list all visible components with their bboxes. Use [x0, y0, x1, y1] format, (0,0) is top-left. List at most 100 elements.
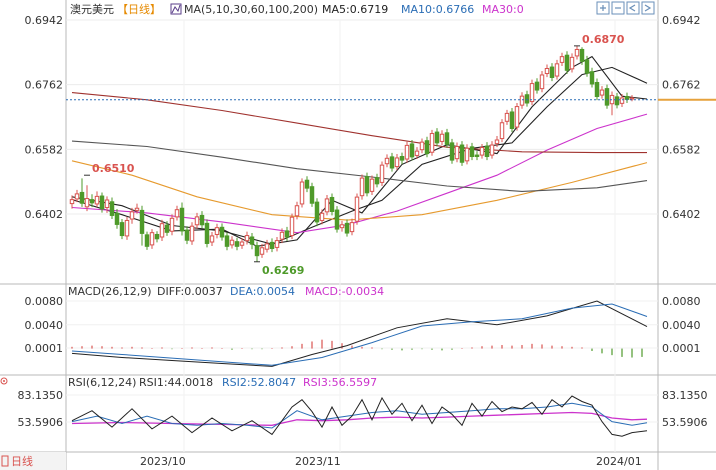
- candle-body: [344, 222, 350, 234]
- candle-body: [434, 131, 440, 144]
- annotation-high: 0.6510: [92, 162, 135, 175]
- candle-body: [589, 71, 595, 85]
- macd-y-tick-right: 0.0080: [662, 295, 701, 308]
- candle-body: [579, 48, 585, 62]
- candle-body: [374, 177, 380, 185]
- candle-body: [424, 140, 430, 155]
- candle-body: [209, 235, 215, 243]
- candle-body: [184, 229, 190, 241]
- candle-body: [269, 241, 275, 249]
- y-tick-left: 0.6582: [25, 143, 64, 156]
- rsi1-line: [71, 395, 648, 437]
- candle-body: [289, 216, 295, 237]
- candle-body: [594, 82, 600, 98]
- macd-y-tick-right: 0.0001: [662, 342, 701, 355]
- candle-body: [519, 95, 525, 106]
- rsi1-value: RSI1:44.0018: [139, 376, 213, 389]
- current-price-line: [66, 98, 716, 101]
- candle-body: [264, 243, 270, 250]
- grid-lines: [66, 19, 658, 452]
- candle-body: [414, 150, 420, 156]
- candle-body: [249, 236, 255, 245]
- annotation-low: 0.6269: [262, 264, 304, 277]
- y-tick-left: 0.6402: [25, 208, 64, 221]
- candle-body: [484, 145, 490, 158]
- candle-body: [179, 207, 185, 232]
- candle-body: [244, 235, 250, 242]
- macd-diff-line: [71, 300, 648, 367]
- rsi-panel: [71, 395, 648, 437]
- candle-body: [69, 199, 75, 205]
- candle-body: [564, 54, 570, 71]
- period-tab[interactable]: 日线: [1, 454, 33, 468]
- y-tick-right: 0.6762: [662, 79, 701, 92]
- y-tick-right: 0.6942: [662, 14, 701, 27]
- candle-body: [364, 176, 370, 194]
- ma-label: MA(5,10,30,60,100,200): [184, 3, 318, 16]
- candle-body: [159, 223, 165, 238]
- candle-body: [504, 112, 510, 122]
- macd-diff: DIFF:0.0037: [157, 285, 223, 298]
- zoom-out-icon[interactable]: [611, 1, 625, 15]
- candle-body: [174, 209, 180, 218]
- x-label-3: 2024/01: [596, 455, 642, 468]
- rsi2-line: [71, 402, 648, 429]
- candle-body: [104, 199, 110, 209]
- candle-body: [134, 207, 140, 211]
- candle-body: [549, 66, 555, 78]
- candle-body: [239, 241, 245, 246]
- macd-y-tick-right: 0.0040: [662, 319, 701, 332]
- rsi-y-tick-left: 53.5906: [18, 416, 64, 429]
- candle-body: [254, 245, 260, 257]
- candle-body: [399, 156, 405, 161]
- candle-body: [619, 97, 625, 104]
- candle-body: [314, 201, 320, 223]
- candle-body: [524, 94, 530, 104]
- candle-body: [329, 196, 335, 212]
- ma-line-ma200: [71, 92, 647, 154]
- candle-body: [404, 144, 410, 160]
- candle-body: [559, 56, 565, 63]
- candle-body: [534, 81, 540, 91]
- ma-settings-icon[interactable]: [170, 3, 182, 15]
- prev-icon[interactable]: [626, 1, 640, 15]
- candle-body: [349, 222, 355, 233]
- rsi-y-tick-left: 83.1350: [18, 389, 64, 402]
- candle-body: [474, 154, 480, 158]
- period-tab-icon: [1, 455, 9, 467]
- candle-body: [529, 83, 535, 103]
- candle-body: [274, 240, 280, 248]
- candle-body: [339, 224, 345, 229]
- candle-body: [469, 146, 475, 158]
- candle-body: [554, 63, 560, 77]
- candle-body: [449, 142, 455, 161]
- candle-body: [194, 216, 200, 226]
- candle-body: [389, 156, 395, 169]
- candle-body: [74, 193, 80, 200]
- candle-body: [84, 198, 90, 208]
- price-tag: [658, 98, 716, 101]
- candle-body: [234, 241, 240, 247]
- candle-body: [494, 139, 500, 145]
- candle-body: [509, 111, 515, 129]
- candle-body: [199, 214, 205, 226]
- settings-icon[interactable]: [0, 377, 8, 385]
- main-header: 澳元美元 【日线】 MA(5,10,30,60,100,200) MA5:0.6…: [70, 2, 524, 16]
- y-tick-left: 0.6762: [25, 79, 64, 92]
- candle-body: [294, 205, 300, 217]
- candle-body: [169, 217, 175, 232]
- rsi-header: RSI(6,12,24) RSI1:44.0018 RSI2:52.8047 R…: [0, 376, 377, 389]
- ma-line-ma60: [71, 160, 648, 221]
- rsi-title: RSI(6,12,24): [68, 376, 136, 389]
- candle-body: [129, 211, 135, 220]
- candle-body: [124, 219, 130, 237]
- candle-body: [499, 122, 505, 140]
- ma10-value: MA10:0.6766: [401, 3, 474, 16]
- zoom-in-icon[interactable]: [596, 1, 610, 15]
- next-icon[interactable]: [641, 1, 655, 15]
- candle-body: [164, 224, 170, 233]
- candle-body: [284, 230, 290, 238]
- candle-body: [624, 96, 630, 100]
- candle-body: [454, 145, 460, 160]
- candle-body: [279, 231, 285, 240]
